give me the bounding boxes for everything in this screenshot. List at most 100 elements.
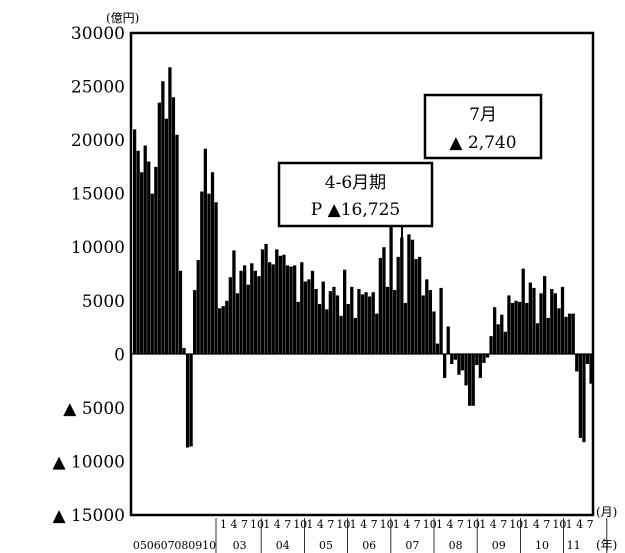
bar	[460, 354, 465, 371]
bar	[154, 166, 158, 355]
bar	[143, 145, 147, 355]
bar	[243, 265, 247, 355]
bar	[314, 289, 318, 355]
bar	[246, 284, 250, 355]
bar	[239, 270, 243, 355]
x-month-tick-label: 4	[231, 518, 238, 531]
x-month-tick-label: 4	[317, 518, 324, 531]
bar	[196, 260, 200, 355]
x-year-label: 11	[567, 539, 581, 552]
bar	[303, 281, 307, 355]
x-month-tick-label: 1	[350, 518, 357, 531]
x-month-tick-label: 1	[522, 518, 529, 531]
bar	[518, 301, 522, 355]
x-month-tick-label: 7	[284, 518, 291, 531]
bar	[214, 202, 218, 355]
x-year-label: 06	[147, 539, 161, 552]
bar	[257, 276, 261, 355]
bar	[164, 118, 169, 355]
bar	[178, 270, 183, 355]
bar	[296, 301, 300, 355]
bar	[553, 293, 557, 355]
bar	[328, 291, 332, 355]
x-month-tick-label: 1	[436, 518, 443, 531]
bar	[453, 354, 457, 360]
x-month-tick-label: 4	[576, 518, 583, 531]
x-unit-month-label: (月)	[596, 505, 617, 519]
x-month-tick-label: 10	[509, 518, 523, 531]
x-year-label: 04	[276, 539, 290, 552]
y-tick-label: 10000	[71, 238, 125, 258]
bars-layer	[133, 67, 593, 448]
bar	[318, 303, 322, 355]
bar	[321, 281, 325, 355]
x-month-tick-label: 1	[566, 518, 573, 531]
x-month-tick-label: 10	[466, 518, 480, 531]
bar	[307, 279, 311, 355]
x-month-tick-label: 1	[479, 518, 486, 531]
callout-jul-box	[423, 93, 543, 160]
x-year-label: 05	[133, 539, 147, 552]
x-year-label: 10	[202, 539, 216, 552]
bar	[578, 354, 582, 438]
bar	[353, 317, 357, 355]
x-month-tick-label: 4	[403, 518, 410, 531]
bar	[450, 354, 454, 364]
x-year-label: 06	[362, 539, 376, 552]
y-tick-label: ▲ 5000	[63, 399, 125, 419]
bar	[514, 300, 518, 355]
bar	[582, 354, 586, 443]
bar	[378, 257, 382, 355]
bar	[468, 354, 472, 406]
bar	[525, 302, 529, 355]
y-unit-label: (億円)	[106, 11, 139, 25]
bar	[428, 290, 432, 355]
bar	[507, 295, 511, 355]
bar	[193, 290, 197, 355]
bar	[210, 172, 215, 355]
bar	[371, 292, 375, 355]
y-axis: 30000 25000 20000 15000 10000 5000 0 ▲ 5000 ▲ 10…	[52, 24, 125, 526]
x-year-label: 07	[161, 539, 175, 552]
bar	[543, 276, 547, 355]
x-month-tick-label: 7	[457, 518, 464, 531]
bar	[161, 81, 165, 355]
bar	[189, 354, 193, 447]
x-month-tick-label: 10	[423, 518, 437, 531]
bar	[485, 354, 490, 358]
x-month-tick-label: 4	[360, 518, 367, 531]
bar	[528, 282, 532, 355]
bar	[389, 226, 393, 355]
bar	[396, 256, 400, 355]
callout-q2-title: 4-6月期	[325, 173, 386, 193]
x-month-tick-label: 10	[552, 518, 566, 531]
bar	[325, 309, 329, 355]
bar	[446, 326, 450, 355]
bar	[140, 172, 144, 355]
y-tick-label: ▲ 15000	[52, 506, 125, 526]
x-month-tick-label: 7	[500, 518, 507, 531]
callout-jul-value: ▲ 2,740	[449, 133, 516, 153]
bar	[407, 234, 411, 355]
x-year-label: 05	[319, 539, 333, 552]
bar	[539, 293, 543, 355]
x-month-tick-label: 7	[414, 518, 421, 531]
bar	[564, 316, 568, 355]
bar	[175, 134, 179, 355]
bar	[439, 287, 443, 355]
bar	[250, 263, 254, 355]
x-month-tick-label: 1	[263, 518, 270, 531]
x-month-tick-label: 4	[274, 518, 281, 531]
bar	[457, 354, 461, 375]
bar	[560, 286, 565, 355]
bar	[157, 102, 161, 355]
bar	[503, 331, 507, 355]
bar	[435, 343, 440, 355]
bar	[535, 323, 540, 355]
bar	[496, 324, 500, 355]
x-month-tick-label: 10	[336, 518, 350, 531]
bar	[403, 302, 407, 355]
x-month-tick-label: 7	[543, 518, 550, 531]
x-year-label: 07	[405, 539, 419, 552]
